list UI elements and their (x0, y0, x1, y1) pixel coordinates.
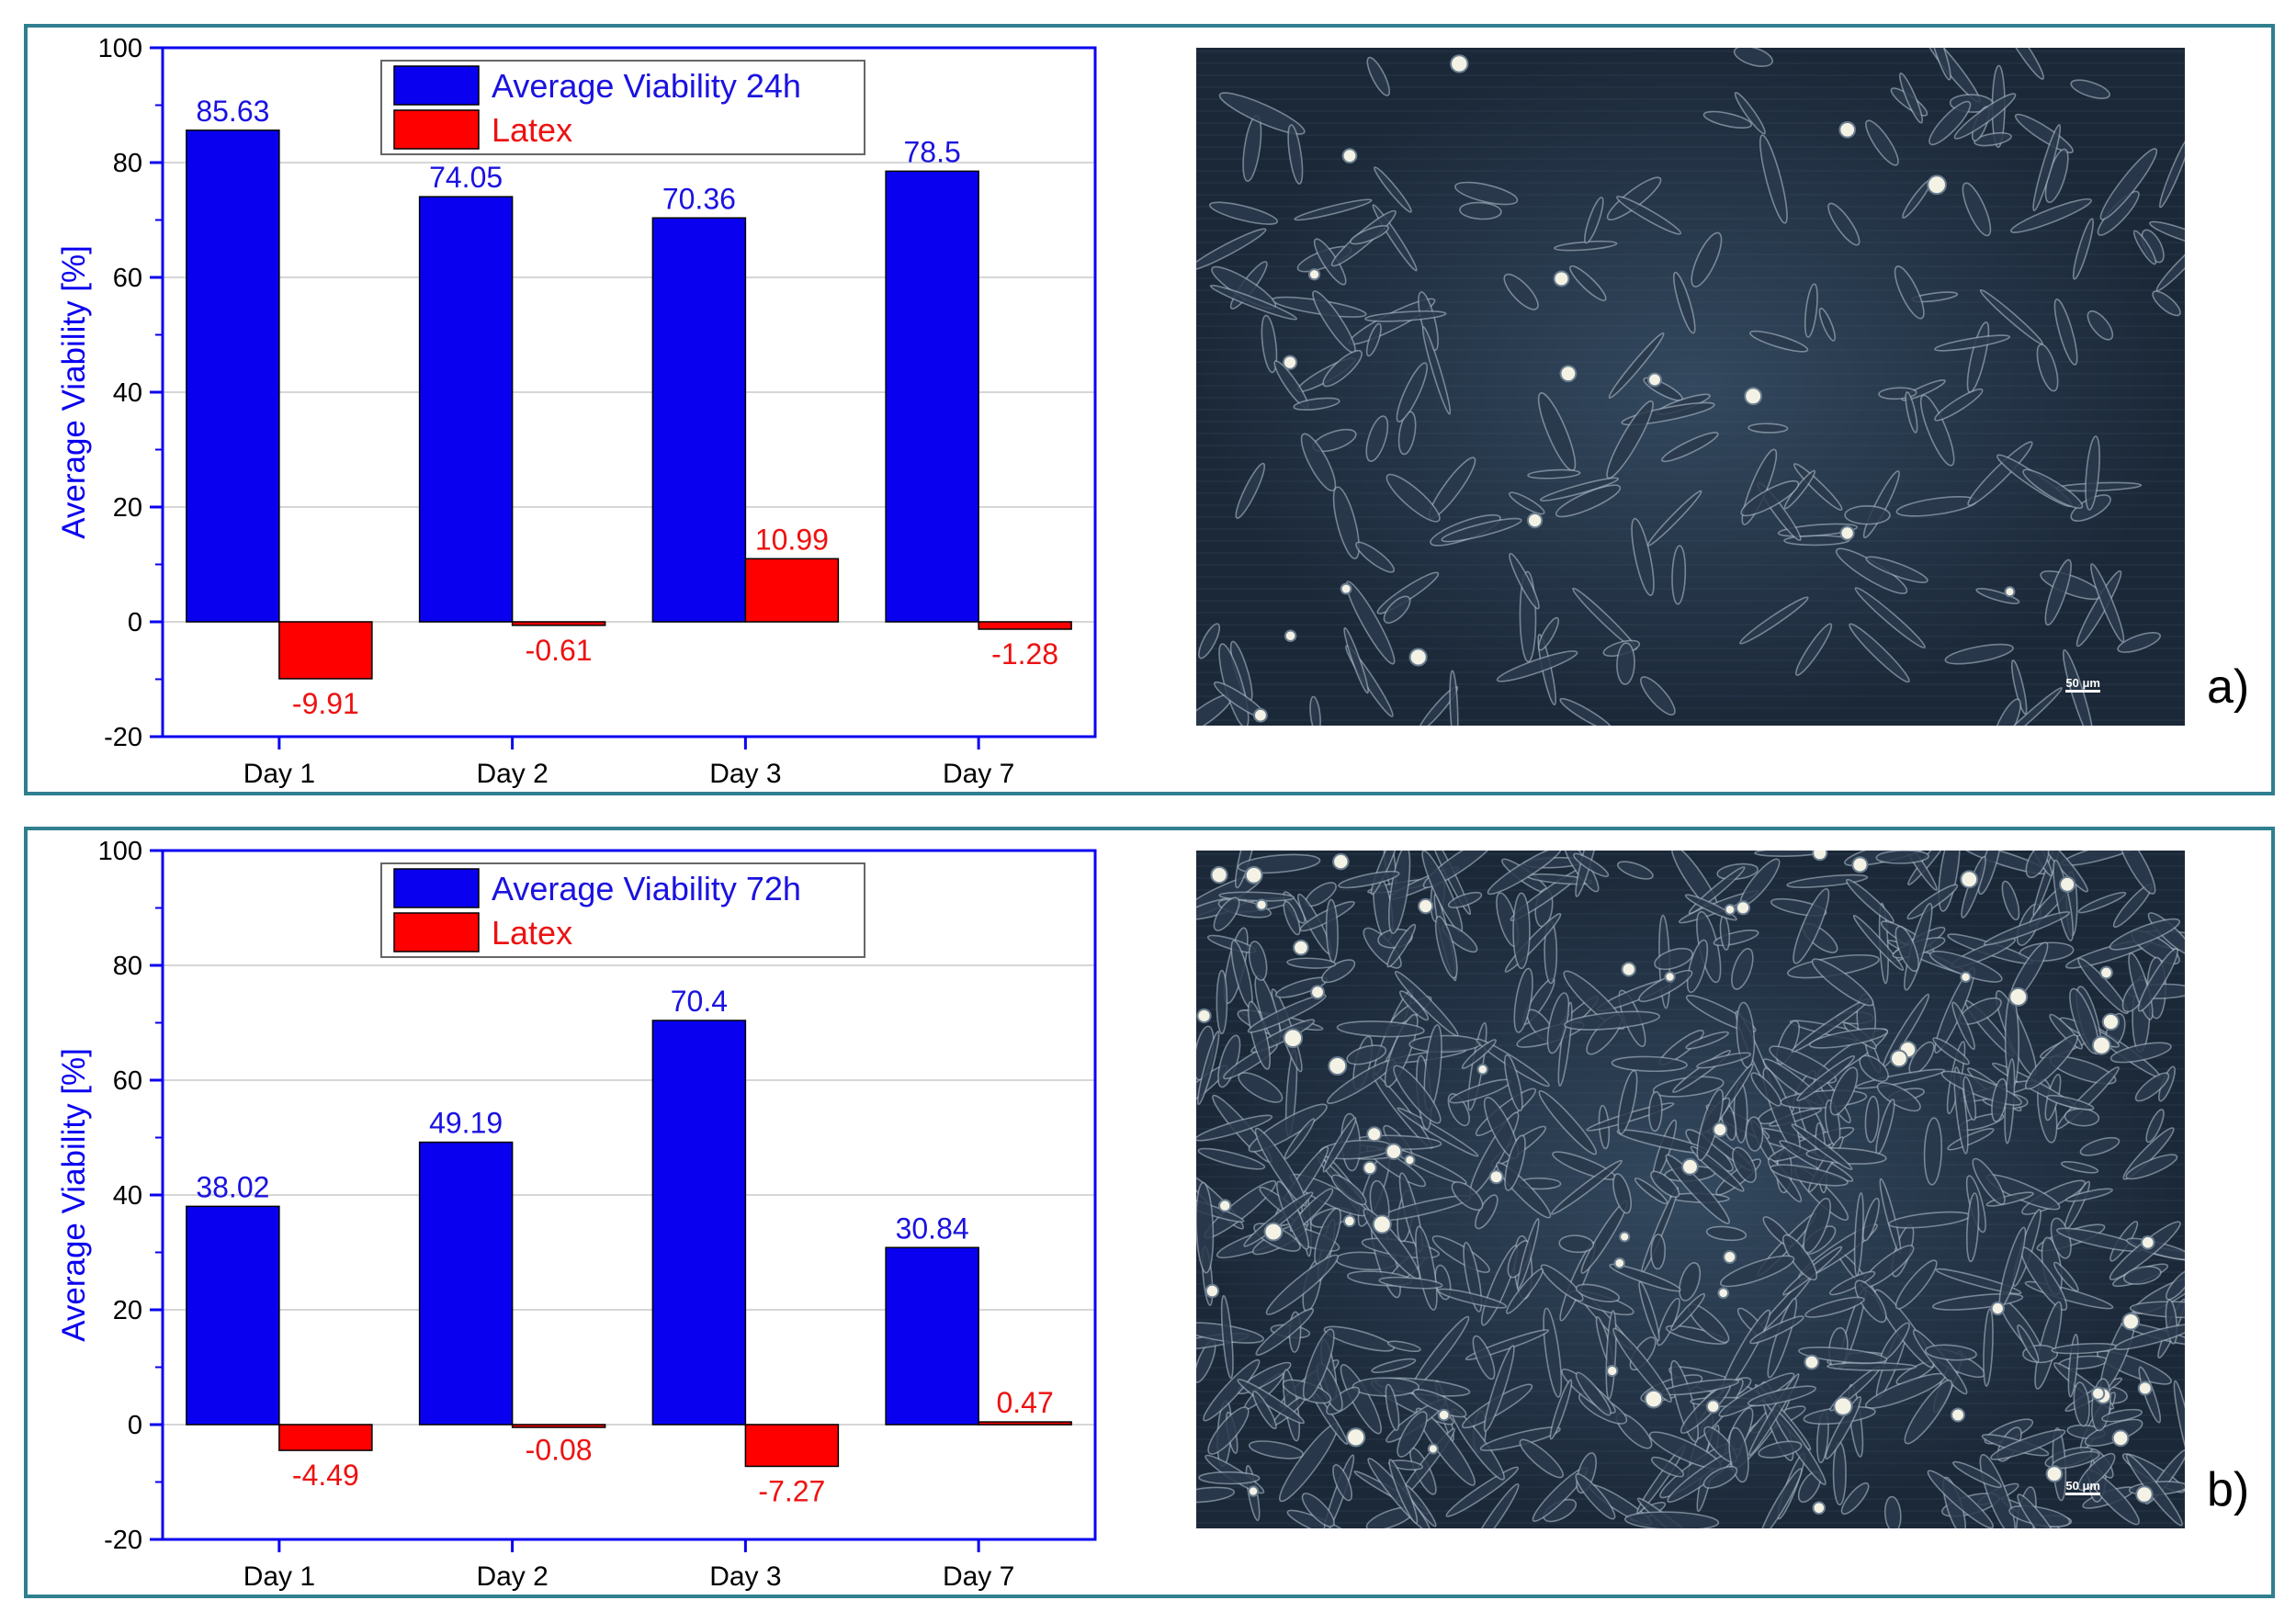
data-label: -7.27 (758, 1474, 825, 1507)
y-tick-label: -20 (104, 1526, 142, 1555)
bar-viability (651, 217, 747, 623)
scale-bar-label: 50 μm (2065, 1480, 2100, 1495)
data-label: -9.91 (292, 687, 359, 720)
legend-label: Average Viability 24h (492, 67, 801, 105)
y-tick-label: 80 (113, 149, 142, 178)
x-tick-label: Day 3 (709, 1561, 781, 1592)
y-axis-label: Average Viability [%] (56, 245, 92, 539)
x-tick-label: Day 3 (709, 759, 781, 789)
bar-viability (418, 196, 514, 623)
y-tick-label: 20 (113, 493, 142, 523)
legend-label: Latex (492, 111, 572, 149)
data-label: -1.28 (991, 637, 1058, 671)
legend-label: Average Viability 72h (492, 870, 801, 907)
bar-viability (186, 1205, 280, 1426)
bar-latex (278, 621, 373, 680)
data-label: 85.63 (196, 95, 269, 128)
y-tick-label: 80 (113, 952, 142, 981)
x-tick-label: Day 1 (243, 759, 315, 789)
legend-label: Latex (492, 914, 572, 952)
data-label: 38.02 (196, 1170, 269, 1203)
legend-swatch-viability (393, 868, 480, 908)
bar-latex (511, 621, 606, 626)
legend-swatch-latex (393, 109, 480, 150)
data-label: 74.05 (429, 161, 503, 194)
x-tick-label: Day 7 (943, 1561, 1014, 1592)
data-label: 78.5 (903, 135, 960, 168)
panel-label-a: a) (2207, 660, 2250, 714)
legend-swatch-viability (393, 65, 480, 106)
x-tick-label: Day 1 (243, 1561, 315, 1592)
legend-swatch-latex (393, 912, 480, 952)
micrograph-image-72h: 50 μm (1196, 851, 2185, 1528)
panel-label-b: b) (2207, 1463, 2250, 1516)
data-label: 10.99 (755, 523, 829, 556)
data-label: 70.4 (671, 985, 728, 1018)
y-tick-label: -20 (104, 723, 142, 752)
data-label: 30.84 (896, 1212, 969, 1245)
bar-viability (186, 130, 280, 623)
bar-latex (978, 621, 1072, 630)
y-tick-label: 0 (128, 1411, 142, 1440)
bar-latex (744, 1424, 840, 1468)
y-tick-label: 60 (113, 264, 142, 293)
bar-viability (651, 1020, 747, 1426)
y-tick-label: 100 (98, 837, 142, 866)
data-label: -0.08 (526, 1434, 593, 1467)
x-tick-label: Day 2 (476, 759, 548, 789)
y-tick-label: 60 (113, 1066, 142, 1096)
bar-latex (744, 558, 840, 623)
y-tick-label: 0 (128, 608, 142, 637)
bar-viability (418, 1141, 514, 1426)
data-label: -0.61 (526, 634, 593, 667)
figure-panel-a: 85.63 74.05 70.36 78.5 -9.91 -0.61 10.99 -1.28 -… (24, 24, 2275, 795)
y-tick-label: 40 (113, 1181, 142, 1211)
figure-panel-b: 38.02 49.19 70.4 30.84 -4.49 -0.08 -7.27 0.47 -2… (24, 827, 2275, 1598)
scale-bar-label: 50 μm (2065, 677, 2100, 693)
data-label: -4.49 (292, 1459, 359, 1492)
bar-viability (885, 1246, 979, 1426)
y-axis-label: Average Viability [%] (56, 1048, 92, 1342)
bar-chart-24h: 85.63 74.05 70.36 78.5 -9.91 -0.61 10.99 -1.28 -… (56, 34, 1097, 789)
y-tick-label: 40 (113, 378, 142, 408)
y-tick-label: 20 (113, 1296, 142, 1325)
data-label: 49.19 (429, 1107, 503, 1140)
data-label: 70.36 (662, 182, 736, 215)
bar-latex (278, 1424, 373, 1451)
data-label: 0.47 (996, 1386, 1053, 1419)
x-tick-label: Day 2 (476, 1561, 548, 1592)
bar-latex (978, 1421, 1072, 1426)
y-tick-label: 100 (98, 34, 142, 63)
micrograph-image-24h: 50 μm (1196, 48, 2185, 726)
bar-viability (885, 170, 979, 623)
bar-latex (511, 1424, 606, 1428)
x-tick-label: Day 7 (943, 759, 1014, 789)
bar-chart-72h: 38.02 49.19 70.4 30.84 -4.49 -0.08 -7.27 0.47 -2… (56, 837, 1097, 1592)
